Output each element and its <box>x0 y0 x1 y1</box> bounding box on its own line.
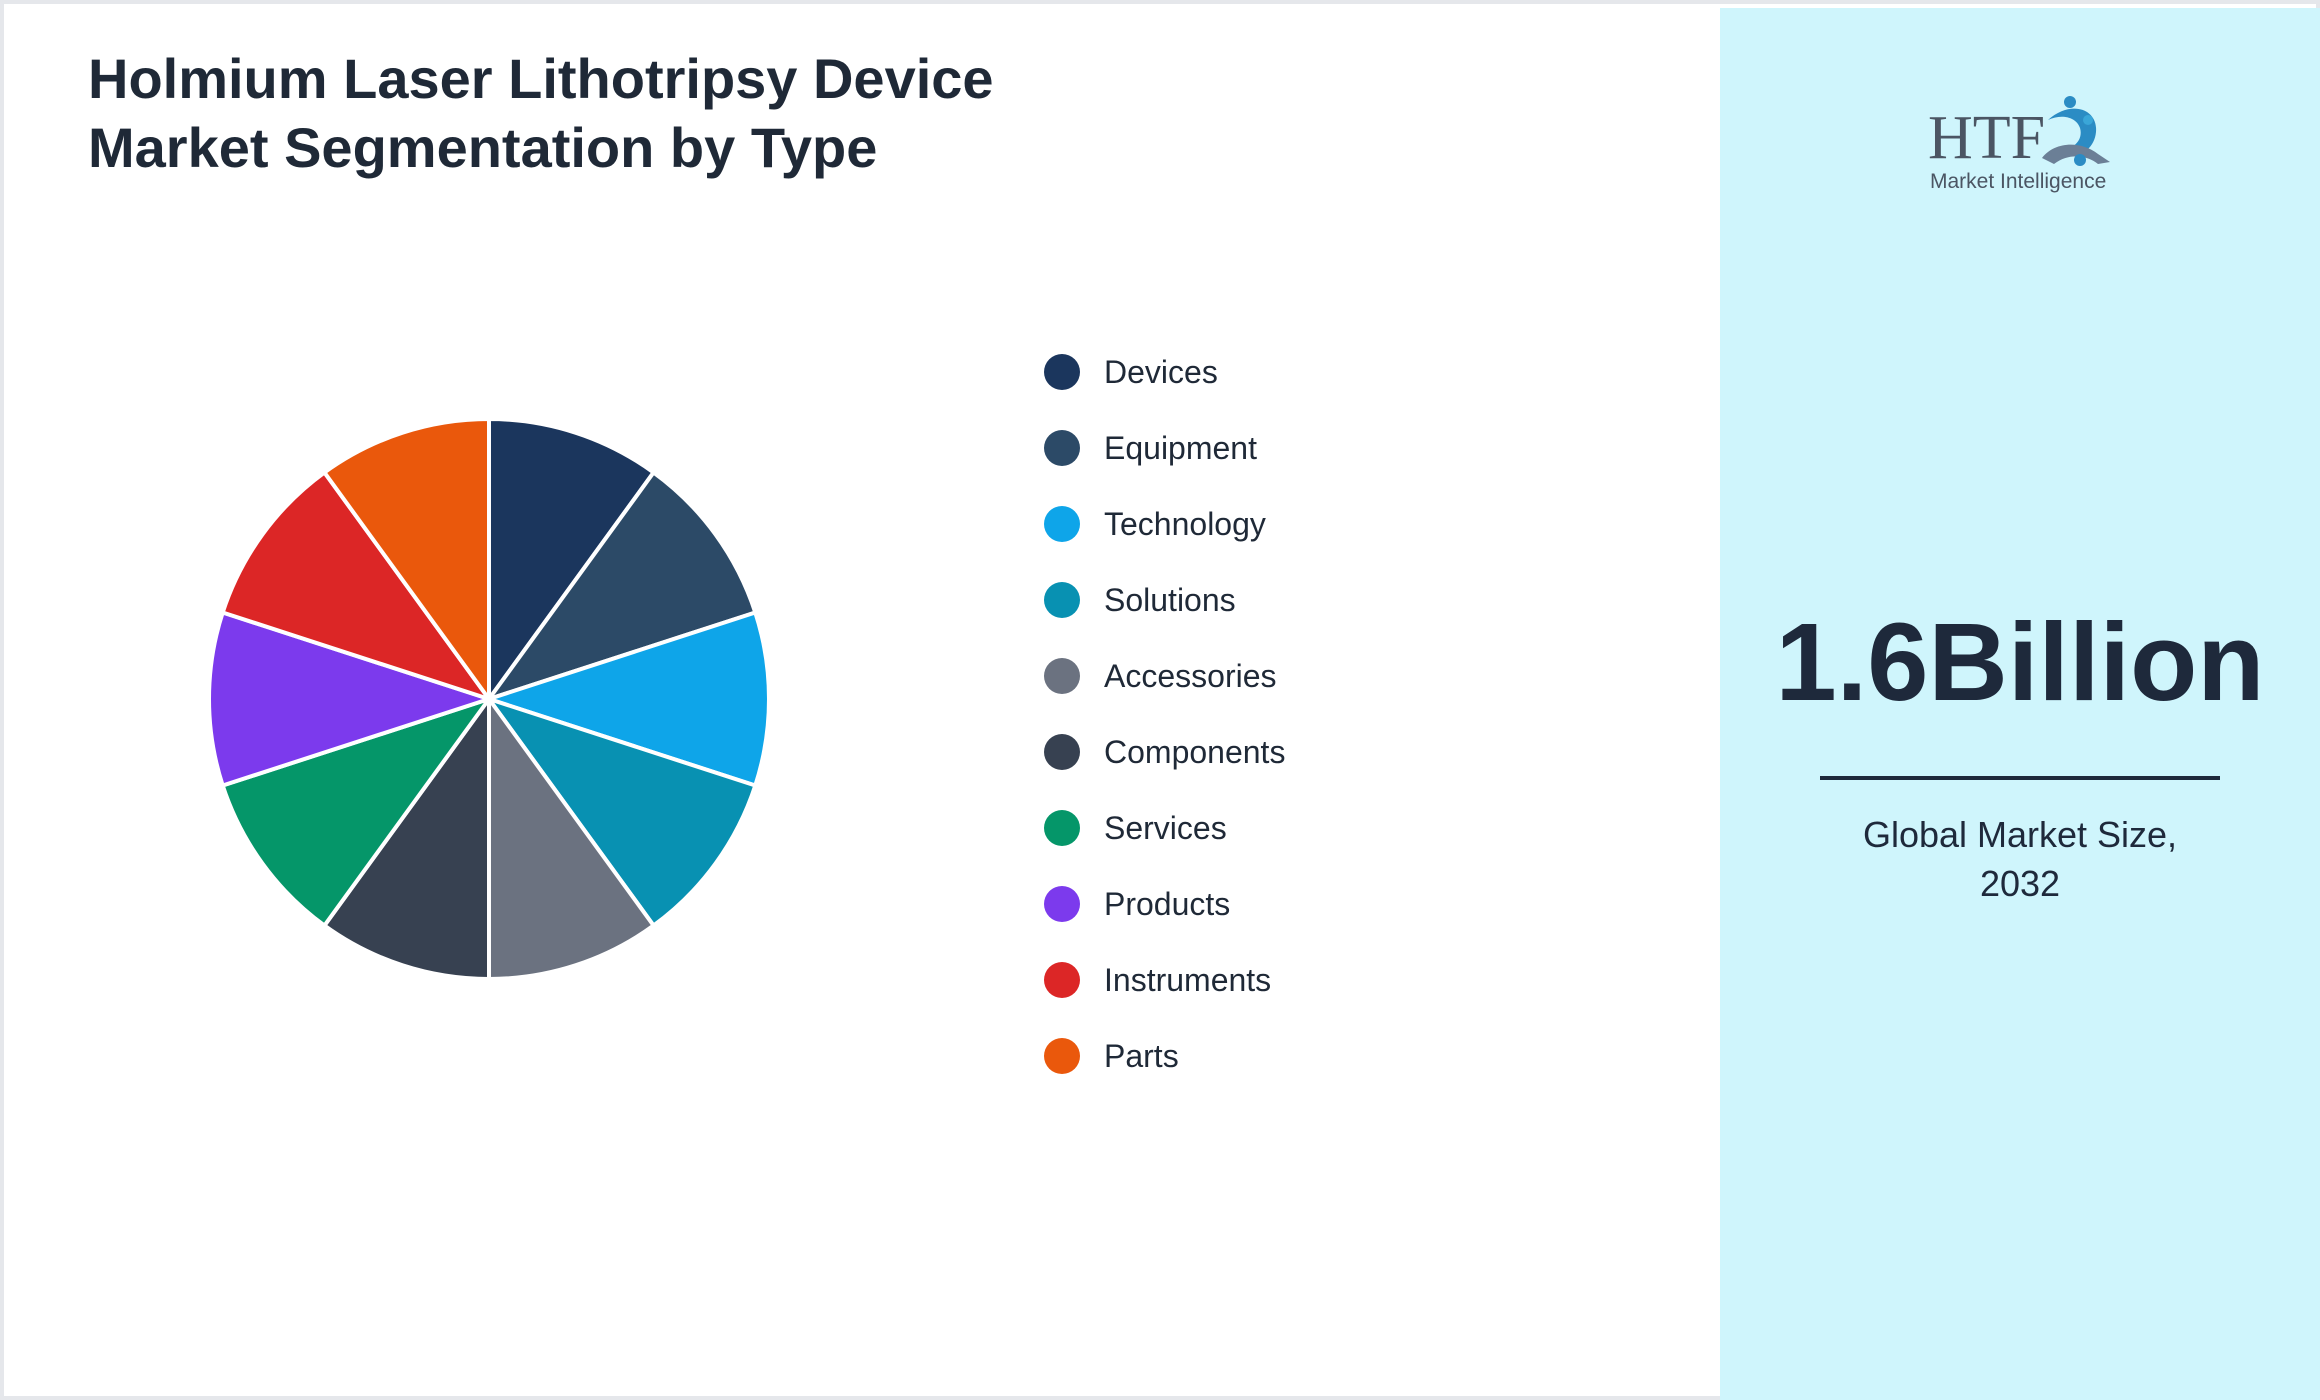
legend-label: Instruments <box>1104 962 1272 998</box>
legend-swatch <box>1044 734 1080 770</box>
market-size-value: 1.6Billion <box>1775 601 2265 724</box>
market-size-caption: Global Market Size, 2032 <box>1720 810 2320 908</box>
pie-slice-components <box>322 697 491 981</box>
legend-swatch <box>1044 430 1080 466</box>
legend-label: Technology <box>1104 506 1266 542</box>
pie-slice-parts <box>322 417 491 701</box>
legend-swatch <box>1044 886 1080 922</box>
htf-market-intelligence-logo: HTF Market Intelligence <box>1928 96 2110 193</box>
legend-label: Solutions <box>1104 582 1236 618</box>
legend-swatch <box>1044 582 1080 618</box>
legend-item-devices: Devices <box>1044 334 1285 410</box>
pie-slice-technology <box>487 610 771 788</box>
legend-item-equipment: Equipment <box>1044 410 1285 486</box>
caption-line-1: Global Market Size, <box>1862 814 2178 855</box>
divider-line <box>1820 776 2220 780</box>
chart-title: Holmium Laser Lithotripsy Device Market … <box>88 47 994 179</box>
legend-item-services: Services <box>1044 790 1285 866</box>
logo-figure-shape <box>2042 144 2110 164</box>
legend-item-technology: Technology <box>1044 486 1285 562</box>
legend-item-products: Products <box>1044 866 1285 942</box>
pie-chart <box>207 417 771 981</box>
pie-slice-instruments <box>220 470 491 701</box>
chart-legend: Devices Equipment Technology Solutions Acces… <box>1044 334 1285 1094</box>
legend-label: Parts <box>1104 1038 1179 1074</box>
pie-slice-devices <box>487 417 656 701</box>
pie-slice-services <box>220 697 491 928</box>
market-size-panel: HTF Market Intelligence 1.6Billion Globa… <box>1720 8 2320 1400</box>
legend-item-parts: Parts <box>1044 1018 1285 1094</box>
pie-slice-solutions <box>487 697 758 928</box>
pie-slice-products <box>207 610 491 788</box>
legend-swatch <box>1044 962 1080 998</box>
logo-brand-text: HTF <box>1928 104 2045 172</box>
legend-label: Products <box>1104 886 1231 922</box>
legend-label: Devices <box>1104 354 1218 390</box>
legend-swatch <box>1044 1038 1080 1074</box>
caption-line-2: 2032 <box>1979 863 2061 904</box>
legend-swatch <box>1044 658 1080 694</box>
legend-label: Equipment <box>1104 430 1257 466</box>
legend-label: Accessories <box>1104 658 1277 694</box>
logo-dot-1 <box>2064 96 2076 108</box>
pie-slice-equipment <box>487 470 758 701</box>
legend-swatch <box>1044 354 1080 390</box>
logo-tagline: Market Intelligence <box>1930 170 2106 193</box>
legend-item-instruments: Instruments <box>1044 942 1285 1018</box>
logo-dot-3 <box>2074 154 2086 166</box>
legend-item-accessories: Accessories <box>1044 638 1285 714</box>
legend-swatch <box>1044 506 1080 542</box>
pie-slice-accessories <box>487 697 656 981</box>
legend-label: Components <box>1104 734 1286 770</box>
legend-swatch <box>1044 810 1080 846</box>
logo-dot-2 <box>2083 115 2093 125</box>
legend-label: Services <box>1104 810 1227 846</box>
legend-item-components: Components <box>1044 714 1285 790</box>
legend-item-solutions: Solutions <box>1044 562 1285 638</box>
